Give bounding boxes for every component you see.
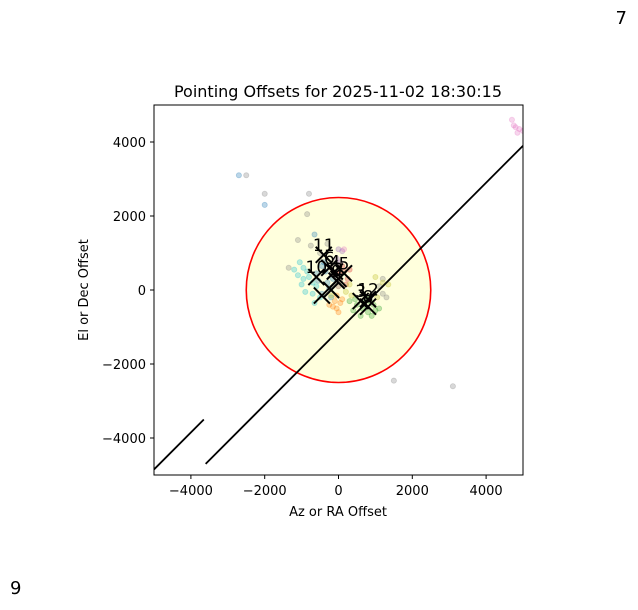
y-tick-label: 2000 (113, 210, 146, 225)
scatter-point-cyan (298, 281, 305, 288)
tolerance-circle (245, 196, 432, 384)
x-marker (307, 268, 326, 286)
marker-label: 6 (324, 249, 335, 269)
scatter-point-gray (383, 294, 390, 301)
x-marker (313, 286, 331, 305)
figure-number-bottom-left: 9 (10, 578, 22, 599)
y-tick-label: 4000 (113, 136, 146, 151)
x-marker (320, 259, 338, 277)
scatter-point-orange (333, 305, 340, 312)
scatter-point-olive (328, 292, 335, 299)
scatter-point-pink (512, 124, 519, 131)
marker-label: 8 (363, 288, 374, 308)
x-marker (351, 292, 370, 310)
scatter-point-gray (304, 211, 311, 218)
scatter-point-gray (390, 377, 397, 384)
scatter-point-olive (346, 281, 353, 288)
scatter-point-cyan (296, 259, 303, 266)
axes: −4000 −2000 0 2000 4000 −4000 −2000 0 2000 4000 (102, 136, 503, 499)
scatter-point-cyan (302, 288, 309, 295)
scatter-point-orange (329, 303, 336, 310)
scatter-point-gray (307, 242, 314, 249)
scatter-point-pink (516, 126, 523, 133)
scatter-point-pink (341, 246, 348, 253)
x-marker (315, 246, 333, 264)
marker-label: 10 (306, 258, 328, 278)
scatter-point-gray (379, 290, 386, 297)
y-tick-label: 0 (138, 284, 146, 299)
y-axis-label: El or Dec Offset (77, 239, 92, 341)
y-tick-label: −2000 (102, 358, 146, 373)
scatter-point-green (346, 298, 353, 305)
x-marker (327, 272, 346, 290)
scatter-point-cyan (294, 272, 301, 279)
x-marker (359, 297, 377, 316)
x-marker-stroke (313, 286, 331, 305)
scatter-point-gray (261, 190, 268, 197)
scatter-point-gray (294, 237, 301, 244)
scatter-point-gray (449, 383, 456, 390)
x-marker-stroke (307, 268, 326, 286)
scatter-point-blue (261, 201, 268, 208)
x-tick-label: 0 (334, 484, 342, 499)
x-marker (322, 281, 340, 299)
scatter-point-purple (335, 246, 342, 253)
scatter-point-cyan (309, 290, 316, 297)
scatter-point-cyan (291, 266, 298, 273)
figure-number-top-right: 7 (615, 8, 627, 29)
scatter-point-orange (339, 296, 346, 303)
scatter-point-purple (339, 248, 346, 255)
marker-label: 12 (357, 280, 379, 300)
scatter-point-blue (328, 294, 335, 301)
x-tick-label: 2000 (396, 484, 429, 499)
x-marker-stroke (351, 292, 370, 310)
scatter-point-orange (335, 309, 342, 316)
scatter-point-blue (235, 172, 242, 179)
x-marker-stroke (359, 297, 377, 316)
marker-label: 5 (339, 254, 350, 274)
y-tick-label: −4000 (102, 432, 146, 447)
x-marker-stroke (315, 246, 333, 264)
marker-label: 9 (331, 262, 342, 282)
scatter-point-pink (510, 122, 517, 129)
x-axis-label: Az or RA Offset (289, 505, 387, 520)
x-marker-stroke (359, 290, 377, 308)
marker-label: 11 (313, 236, 335, 256)
scatter-point-blue (311, 231, 318, 238)
x-marker-stroke (322, 281, 340, 299)
scatter-point-gray (379, 275, 386, 282)
scatter-point-blue (318, 262, 325, 269)
x-tick-label: −2000 (243, 484, 287, 499)
scatter-point-pink (508, 116, 515, 123)
scatter-point-olive (342, 288, 349, 295)
scatter-point-gray (324, 240, 331, 247)
scatter-point-olive (372, 274, 379, 281)
scatter-point-orange (337, 299, 344, 306)
chart-title: Pointing Offsets for 2025-11-02 18:30:15 (174, 82, 502, 101)
reference-line-1 (154, 418, 205, 471)
x-tick-label: 4000 (470, 484, 503, 499)
x-marker (359, 290, 377, 308)
scatter-point-gray (305, 190, 312, 197)
scatter-point-cyan (300, 275, 307, 282)
x-marker-stroke (327, 272, 346, 290)
scatter-point-cyan (305, 274, 312, 281)
scatter-point-pink (520, 127, 523, 134)
x-marker-stroke (320, 259, 338, 277)
scatter-point-gray (243, 172, 250, 179)
scatter-point-green (368, 312, 375, 319)
scatter-point-green (376, 305, 383, 312)
scatter-point-orange (331, 298, 338, 305)
scatter-point-cyan (300, 264, 307, 271)
plot-area: 1011245693812 (154, 116, 523, 471)
x-tick-label: −4000 (169, 484, 213, 499)
scatter-point-gray (285, 264, 292, 271)
scatter-point-pink (514, 129, 521, 136)
x-marker-stroke (326, 262, 344, 281)
marker-label: 2 (333, 260, 344, 280)
